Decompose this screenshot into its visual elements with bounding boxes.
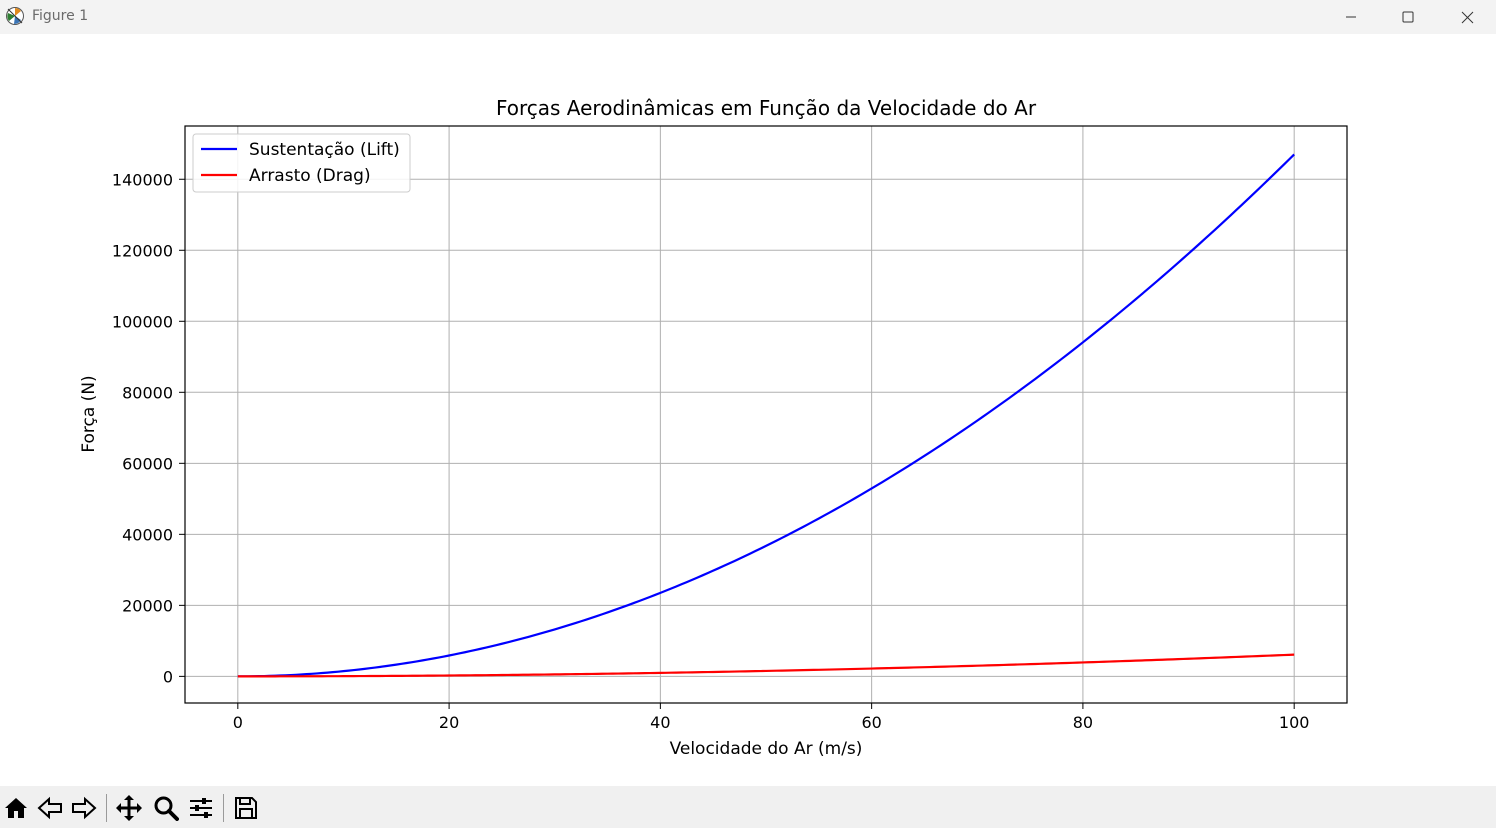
y-tick-label: 140000 bbox=[112, 170, 173, 189]
grid bbox=[185, 126, 1347, 703]
x-axis-ticks: 0 20 40 60 80 100 bbox=[233, 703, 1310, 732]
toolbar-separator bbox=[106, 794, 107, 822]
maximize-button[interactable] bbox=[1385, 0, 1431, 34]
minimize-icon bbox=[1346, 16, 1356, 18]
configure-subplots-button[interactable] bbox=[185, 792, 217, 824]
x-axis-label: Velocidade do Ar (m/s) bbox=[670, 739, 863, 759]
x-tick-label: 100 bbox=[1279, 713, 1310, 732]
minimize-button[interactable] bbox=[1328, 0, 1374, 34]
home-icon bbox=[5, 798, 27, 818]
y-tick-label: 120000 bbox=[112, 241, 173, 260]
home-button[interactable] bbox=[0, 792, 32, 824]
toolbar-separator bbox=[223, 794, 224, 822]
matplotlib-icon bbox=[6, 7, 24, 25]
y-tick-label: 100000 bbox=[112, 312, 173, 331]
plot-frame bbox=[184, 125, 1348, 704]
figure-canvas: Forças Aerodinâmicas em Função da Veloci… bbox=[0, 34, 1496, 786]
save-icon bbox=[235, 797, 257, 819]
pan-button[interactable] bbox=[113, 792, 145, 824]
back-icon bbox=[37, 796, 62, 820]
x-tick-label: 60 bbox=[861, 713, 881, 732]
zoom-icon bbox=[154, 796, 179, 821]
back-button[interactable] bbox=[34, 792, 66, 824]
window-title: Figure 1 bbox=[32, 8, 89, 24]
save-button[interactable] bbox=[230, 792, 262, 824]
forward-icon bbox=[72, 796, 97, 820]
y-tick-label: 40000 bbox=[122, 525, 173, 544]
y-tick-label: 20000 bbox=[122, 596, 173, 615]
series-line-1 bbox=[237, 653, 1295, 678]
y-axis-label: Força (N) bbox=[79, 375, 99, 452]
close-icon bbox=[1461, 11, 1473, 23]
chart: Forças Aerodinâmicas em Função da Veloci… bbox=[79, 96, 1348, 759]
legend: Sustentação (Lift) Arrasto (Drag) bbox=[192, 133, 411, 193]
y-axis-ticks: 0 20000 40000 60000 80000 100000 120000 140000 bbox=[112, 170, 185, 686]
legend-frame bbox=[192, 133, 411, 193]
forward-button[interactable] bbox=[68, 792, 100, 824]
navigation-toolbar bbox=[0, 786, 1496, 828]
close-button[interactable] bbox=[1444, 0, 1490, 34]
y-tick-label: 60000 bbox=[122, 454, 173, 473]
x-tick-label: 40 bbox=[650, 713, 670, 732]
series-layer bbox=[237, 153, 1295, 678]
zoom-button[interactable] bbox=[150, 792, 182, 824]
x-tick-label: 20 bbox=[439, 713, 459, 732]
configure-subplots-icon bbox=[190, 798, 212, 818]
x-tick-label: 80 bbox=[1073, 713, 1093, 732]
y-tick-label: 0 bbox=[163, 667, 173, 686]
maximize-icon bbox=[1402, 11, 1414, 23]
x-tick-label: 0 bbox=[233, 713, 243, 732]
legend-label: Sustentação (Lift) bbox=[249, 140, 400, 160]
series-line-0 bbox=[237, 153, 1295, 678]
chart-title: Forças Aerodinâmicas em Função da Veloci… bbox=[496, 96, 1037, 120]
window-titlebar: Figure 1 bbox=[0, 0, 1496, 34]
pan-icon bbox=[116, 795, 142, 821]
y-tick-label: 80000 bbox=[122, 383, 173, 402]
legend-label: Arrasto (Drag) bbox=[249, 166, 371, 186]
